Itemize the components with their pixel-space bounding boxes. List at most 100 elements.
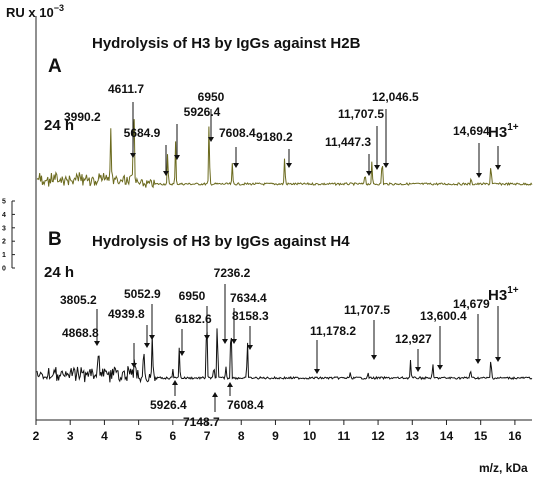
peak-arrow-head [227,382,233,387]
x-tick-label: 2 [33,429,40,443]
panel-b-peak-label: 5052.9 [124,287,161,301]
scale-tick-label: 5 [2,199,6,206]
panel-b-trace-group [36,328,533,384]
peak-arrow-head [495,165,501,170]
intensity-scale-ticks: 0 1 2 3 4 5 [2,199,15,273]
peak-arrow-head [94,341,100,346]
peak-arrow-head [149,335,155,340]
panel-b-ion-charge: 1+ [507,285,519,296]
peak-arrow-head [366,171,372,176]
panel-a-peak-label: 14,694 [453,124,490,138]
x-tick-label: 12 [371,429,385,443]
peak-arrow-head [371,355,377,360]
peak-arrow-head [144,343,150,348]
x-tick-label: 16 [508,429,522,443]
peak-arrow-head [204,335,210,340]
x-tick-label: 3 [67,429,74,443]
x-tick-label: 8 [238,429,245,443]
x-axis-ticks: 2 3 4 5 6 7 8 9 10 11 12 13 14 15 16 [33,420,522,443]
peak-arrow-head [212,392,218,397]
panel-b-peak-label: 4939.8 [108,307,145,321]
panel-b-peak-label: 7148.7 [183,415,220,429]
peak-arrow-head [179,351,185,356]
panel-a-title: Hydrolysis of H3 by IgGs against H2B [92,35,361,52]
panel-a-time: 24 h [44,117,74,134]
peak-arrow-head [415,367,421,372]
x-tick-label: 5 [135,429,142,443]
panel-b-peak-label: 14,679 [453,297,490,311]
panel-b-peak-label: 11,707.5 [344,303,390,317]
x-tick-label: 15 [474,429,488,443]
x-tick-label: 7 [204,429,211,443]
peak-arrow-head [222,339,228,344]
scale-tick-label: 0 [2,266,6,273]
peak-arrow-head [383,163,389,168]
panel-a-peak-label: 9180.2 [256,130,293,144]
peak-arrow-head [495,357,501,362]
x-axis-label: m/z, kDa [479,461,528,475]
panel-a-ion-charge: 1+ [507,122,519,133]
peak-arrow-head [247,345,253,350]
peak-arrow-head [130,153,136,158]
panel-b-peak-label: 4868.8 [62,326,99,340]
panel-b-peak-label: 6182.6 [175,312,212,326]
peak-arrow-head [163,171,169,176]
panel-b-time: 24 h [44,264,74,281]
panel-a-trace-group [36,119,533,189]
peak-arrow-head [131,363,137,368]
x-tick-label: 10 [303,429,317,443]
scale-tick-label: 4 [2,212,6,219]
panel-b-peak-label: 7608.4 [227,398,264,412]
scale-tick-label: 3 [2,225,6,232]
peak-arrow-head [174,155,180,160]
peak-arrow-head [233,163,239,168]
x-tick-label: 9 [272,429,279,443]
peak-arrow-head [286,163,292,168]
x-tick-label: 13 [406,429,420,443]
panel-b-peak-label: 7236.2 [214,266,251,280]
peak-arrow-head [314,369,320,374]
panel-b-peak-label: 7634.4 [230,291,267,305]
scale-tick-label: 2 [2,239,6,246]
peak-arrow-head [476,173,482,178]
panel-a-ion-text: H3 [488,124,507,141]
peak-arrow-head [172,380,178,385]
panel-b-peak-label: 8158.3 [232,309,269,323]
panel-a-peak-label: 7608.4 [219,126,256,140]
y-axis-label-text: RU x 10 [6,5,54,20]
panel-a-peak-label: 12,046.5 [372,90,419,104]
panel-b-peak-label: 5926.4 [150,398,187,412]
panel-b-spectrum-trace [36,328,533,384]
peak-arrow-head [374,165,380,170]
panel-b-peak-label: 3805.2 [60,293,97,307]
panel-a-peak-label: 4611.7 [108,82,144,96]
x-tick-label: 4 [101,429,108,443]
panel-a-peak-label: 5926.4 [184,105,221,119]
x-tick-label: 11 [338,429,351,443]
panel-b-peak-label: 12,927 [395,332,432,346]
panel-b-peak-label: 11,178.2 [310,324,356,338]
panel-a-peak-label: 11,447.3 [325,135,371,149]
panel-a-spectrum-trace [36,119,533,189]
panel-a-peak-label: 3990.2 [64,110,101,124]
panel-a-peak-label: 5684.9 [124,126,161,140]
panel-b-ion-label: H31+ [488,285,519,304]
y-axis-label-exponent: −3 [54,3,64,13]
x-tick-label: 6 [169,429,176,443]
panel-a-peak-label: 6950 [198,90,225,104]
peak-arrow-head [208,137,214,142]
scale-tick-label: 1 [2,252,6,259]
panel-b-peak-label: 13,600.4 [420,309,467,323]
panel-b-title: Hydrolysis of H3 by IgGs against H4 [92,233,350,250]
panel-b-letter: B [48,229,62,250]
y-axis-label: RU x 10−3 [6,3,64,20]
panel-a-letter: A [48,56,62,77]
peak-arrow-head [231,339,237,344]
x-tick-label: 14 [440,429,454,443]
panel-b-peak-label: 6950 [179,289,206,303]
panel-a-ion-label: H31+ [488,122,519,141]
panel-a-peak-label: 11,707.5 [338,107,384,121]
peak-arrow-head [475,359,481,364]
